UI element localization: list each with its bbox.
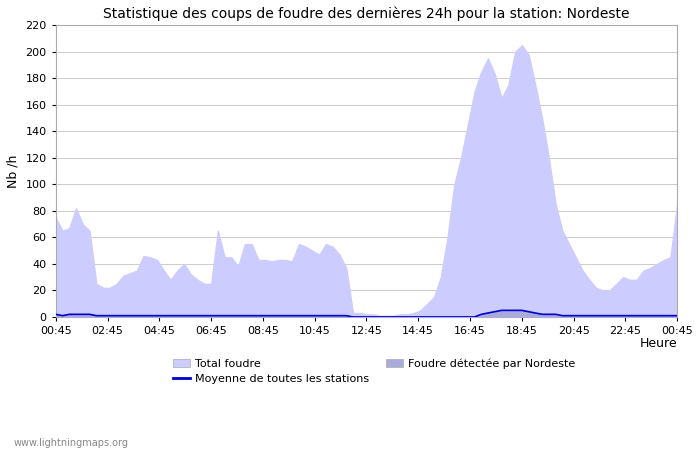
Text: www.lightningmaps.org: www.lightningmaps.org xyxy=(14,438,129,448)
Legend: Total foudre, Moyenne de toutes les stations, Foudre détectée par Nordeste: Total foudre, Moyenne de toutes les stat… xyxy=(173,358,575,384)
Text: Heure: Heure xyxy=(640,338,677,351)
Y-axis label: Nb /h: Nb /h xyxy=(7,154,20,188)
Title: Statistique des coups de foudre des dernières 24h pour la station: Nordeste: Statistique des coups de foudre des dern… xyxy=(103,7,630,22)
